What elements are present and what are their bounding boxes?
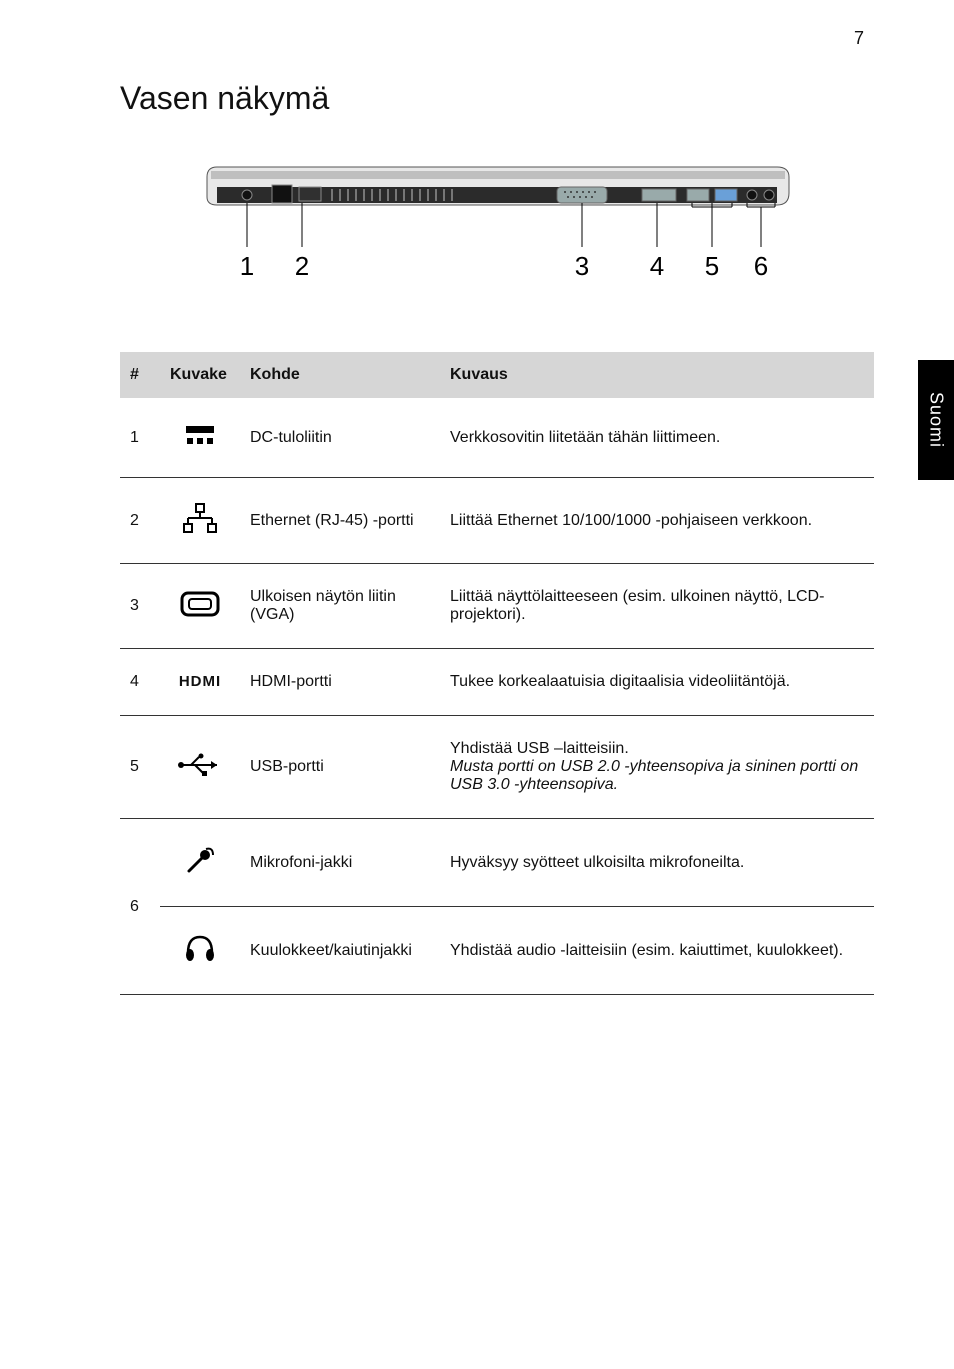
table-row: 4 HDMI HDMI-portti Tukee korkealaatuisia…: [120, 649, 874, 716]
left-view-diagram: 1 2 3 4 5 6: [120, 147, 874, 312]
row-kuvaus: Hyväksyy syötteet ulkoisilta mikrofoneil…: [440, 819, 874, 907]
row-num: 3: [120, 564, 160, 649]
page: 7 Suomi Vasen näkymä: [0, 0, 954, 1055]
hdmi-icon: HDMI: [160, 649, 240, 716]
th-num: #: [120, 352, 160, 398]
page-title: Vasen näkymä: [120, 80, 874, 117]
row-num: 4: [120, 649, 160, 716]
ethernet-icon: [160, 478, 240, 564]
usb-kuvaus-main: Yhdistää USB –laitteisiin.: [450, 740, 864, 758]
table-row: 3 Ulkoisen näytön liitin (VGA) Liittää n…: [120, 564, 874, 649]
laptop-left-side-svg: 1 2 3 4 5 6: [187, 147, 807, 307]
callout-6: 6: [754, 251, 768, 281]
row-kuvaus: Tukee korkealaatuisia digitaalisia video…: [440, 649, 874, 716]
vga-icon: [160, 564, 240, 649]
table-row: Kuulokkeet/kaiutinjakki Yhdistää audio -…: [120, 907, 874, 995]
row-kohde: DC-tuloliitin: [240, 398, 440, 478]
row-num: 1: [120, 398, 160, 478]
row-kohde: HDMI-portti: [240, 649, 440, 716]
callout-1: 1: [240, 251, 254, 281]
dc-in-icon: [160, 398, 240, 478]
row-kohde: Ulkoisen näytön liitin (VGA): [240, 564, 440, 649]
callout-4: 4: [650, 251, 664, 281]
row-num: 5: [120, 716, 160, 819]
side-tab-language: Suomi: [918, 360, 954, 480]
row-kohde: Mikrofoni-jakki: [240, 819, 440, 907]
usb-kuvaus-note: Musta portti on USB 2.0 -yhteensopiva ja…: [450, 758, 864, 794]
row-num: 2: [120, 478, 160, 564]
row-kuvaus: Liittää näyttölaitteeseen (esim. ulkoine…: [440, 564, 874, 649]
ports-table: # Kuvake Kohde Kuvaus 1 DC-tuloliitin: [120, 352, 874, 995]
table-row: 2 Ethernet (RJ-45) -portti Liittää Ether…: [120, 478, 874, 564]
table-header-row: # Kuvake Kohde Kuvaus: [120, 352, 874, 398]
row-kuvaus: Verkkosovitin liitetään tähän liittimeen…: [440, 398, 874, 478]
table-row: 1 DC-tuloliitin Verkkosovitin liitetään …: [120, 398, 874, 478]
row-kohde: USB-portti: [240, 716, 440, 819]
th-kohde: Kohde: [240, 352, 440, 398]
row-kuvaus: Liittää Ethernet 10/100/1000 -pohjaiseen…: [440, 478, 874, 564]
headphone-icon: [160, 907, 240, 995]
callout-3: 3: [575, 251, 589, 281]
row-num: 6: [120, 819, 160, 995]
table-row: 5 USB-portti Yhdistää USB –laitteisiin.: [120, 716, 874, 819]
callout-5: 5: [705, 251, 719, 281]
row-kuvaus: Yhdistää audio -laitteisiin (esim. kaiut…: [440, 907, 874, 995]
row-kohde: Ethernet (RJ-45) -portti: [240, 478, 440, 564]
page-number: 7: [854, 28, 864, 49]
th-kuvaus: Kuvaus: [440, 352, 874, 398]
mic-icon: [160, 819, 240, 907]
row-kohde: Kuulokkeet/kaiutinjakki: [240, 907, 440, 995]
callout-2: 2: [295, 251, 309, 281]
th-icon: Kuvake: [160, 352, 240, 398]
row-kuvaus: Yhdistää USB –laitteisiin. Musta portti …: [440, 716, 874, 819]
table-row: 6 Mikrofoni-jakki Hyväksyy syötteet ulko…: [120, 819, 874, 907]
usb-icon: [160, 716, 240, 819]
